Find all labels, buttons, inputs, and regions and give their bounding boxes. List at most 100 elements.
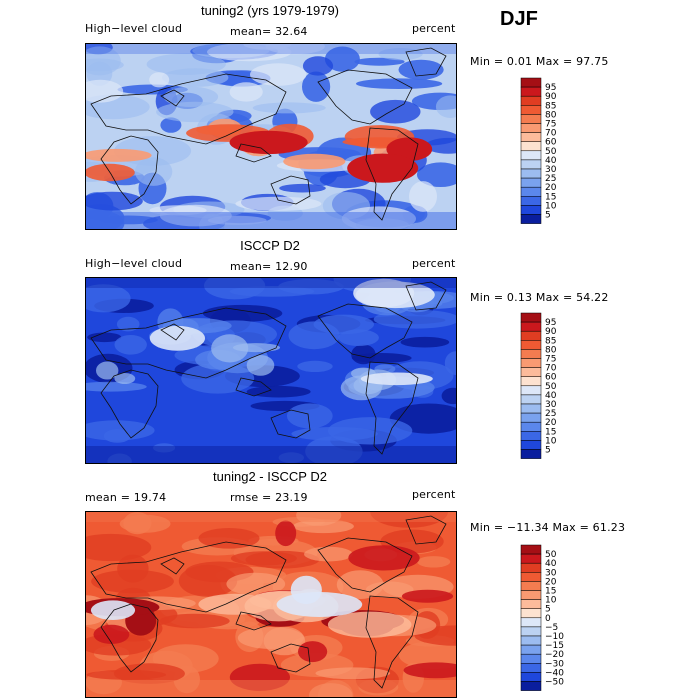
contour-region <box>283 153 346 170</box>
colorbar-box <box>520 590 542 600</box>
contour-region <box>250 63 307 86</box>
panel-1-units-label: percent <box>412 22 456 35</box>
contour-region <box>417 556 451 568</box>
colorbar-tick-label: 70 <box>545 129 557 139</box>
contour-region <box>347 153 419 183</box>
contour-region <box>265 44 325 55</box>
polar-band <box>86 680 456 697</box>
colorbar-tick-label: 60 <box>545 373 557 383</box>
colorbar-box <box>520 330 542 341</box>
colorbar-tick-label: 15 <box>545 192 556 202</box>
colorbar-tick-label: −50 <box>545 678 564 688</box>
contour-region <box>246 385 311 398</box>
colorbar-box <box>520 95 542 106</box>
coastline <box>405 47 447 77</box>
panel-3-units-label: percent <box>412 488 456 501</box>
colorbar-tick-label: 10 <box>545 201 557 211</box>
colorbar-box <box>520 412 542 423</box>
colorbar-tick-label: 5 <box>545 446 551 456</box>
contour-region <box>178 564 238 597</box>
panel-1-map-svg <box>86 44 456 229</box>
contour-region <box>114 373 136 384</box>
colorbar-tick-label: 30 <box>545 568 557 578</box>
coastline <box>235 143 272 163</box>
contour-region <box>86 46 121 76</box>
coastline <box>100 603 159 673</box>
colorbar-tick-label: 15 <box>545 427 556 437</box>
contour-region <box>315 667 391 680</box>
colorbar-tick-label: −10 <box>545 632 564 642</box>
contour-region <box>292 519 354 534</box>
coastline <box>160 557 185 575</box>
colorbar-box <box>520 196 542 206</box>
colorbar-box <box>520 214 542 224</box>
colorbar-tick-label: 50 <box>545 147 557 157</box>
coastline <box>270 643 311 673</box>
colorbar-tick-label: 95 <box>545 83 556 93</box>
contour-region <box>86 284 131 313</box>
colorbar-box <box>520 562 542 573</box>
colorbar-box <box>520 572 542 582</box>
colorbar-tick-label: −30 <box>545 659 564 669</box>
contour-region <box>226 572 286 596</box>
colorbar-tick-label: 80 <box>545 110 557 120</box>
polar-band <box>86 446 456 463</box>
panel-1-title: tuning2 (yrs 1979-1979) <box>200 3 340 18</box>
colorbar-tick-label: 40 <box>545 391 557 401</box>
colorbar-tick-label: 90 <box>545 92 557 102</box>
polar-band <box>86 512 456 522</box>
coastline <box>160 323 185 341</box>
colorbar-tick-label: 75 <box>545 120 556 130</box>
contour-region <box>114 335 147 355</box>
coastline <box>405 281 447 311</box>
colorbar-tick-label: −15 <box>545 641 564 651</box>
contour-region <box>360 372 433 386</box>
colorbar-tick-label: 10 <box>545 596 557 606</box>
contour-region <box>370 99 421 124</box>
colorbar-box <box>520 544 542 555</box>
colorbar-box <box>520 403 542 414</box>
contour-region <box>435 95 456 118</box>
colorbar-box <box>520 132 542 142</box>
panel-3-colorbar: 50 40 30 20 15 10 5 0 −5 −10 −15 −20 −30 −40 −50 <box>520 544 581 692</box>
colorbar-box <box>520 626 542 637</box>
colorbar-tick-label: 15 <box>545 587 556 597</box>
contour-region <box>237 627 304 649</box>
panel-3-mean-label: mean = 19.74 <box>85 491 167 504</box>
panel-3-map-svg <box>86 512 456 697</box>
colorbar-tick-label: −5 <box>545 623 558 633</box>
contour-region <box>229 130 308 155</box>
colorbar-box <box>520 635 542 646</box>
colorbar-box <box>520 77 542 88</box>
panel-1-mean-label: mean= 32.64 <box>230 25 308 38</box>
contour-region <box>336 570 384 599</box>
contour-region <box>123 512 152 535</box>
colorbar-box <box>520 431 542 441</box>
panel-2-minmax: Min = 0.13 Max = 54.22 <box>470 291 609 304</box>
contour-region <box>149 72 170 88</box>
coastline <box>100 135 159 205</box>
colorbar-box <box>520 385 542 396</box>
contour-region <box>302 56 334 76</box>
coastline <box>365 595 419 689</box>
panel-2-map-svg <box>86 278 456 463</box>
colorbar-box <box>520 86 542 97</box>
colorbar-tick-label: 70 <box>545 364 557 374</box>
colorbar-tick-label: 25 <box>545 174 556 184</box>
colorbar-tick-label: −40 <box>545 668 564 678</box>
coastline <box>270 175 311 205</box>
colorbar-tick-label: 50 <box>545 382 557 392</box>
colorbar-tick-label: 75 <box>545 355 556 365</box>
colorbar-tick-label: 95 <box>545 318 556 328</box>
colorbar-box <box>520 449 542 459</box>
contour-region <box>327 611 412 638</box>
contour-region <box>409 181 437 212</box>
colorbar-box <box>520 168 542 179</box>
panel-1-colorbar: 95 90 85 80 75 70 60 50 40 30 25 20 15 10 5 <box>520 77 581 225</box>
contour-region <box>441 387 456 405</box>
contour-region <box>211 334 249 363</box>
contour-region <box>327 417 413 445</box>
colorbar-box <box>520 105 542 115</box>
